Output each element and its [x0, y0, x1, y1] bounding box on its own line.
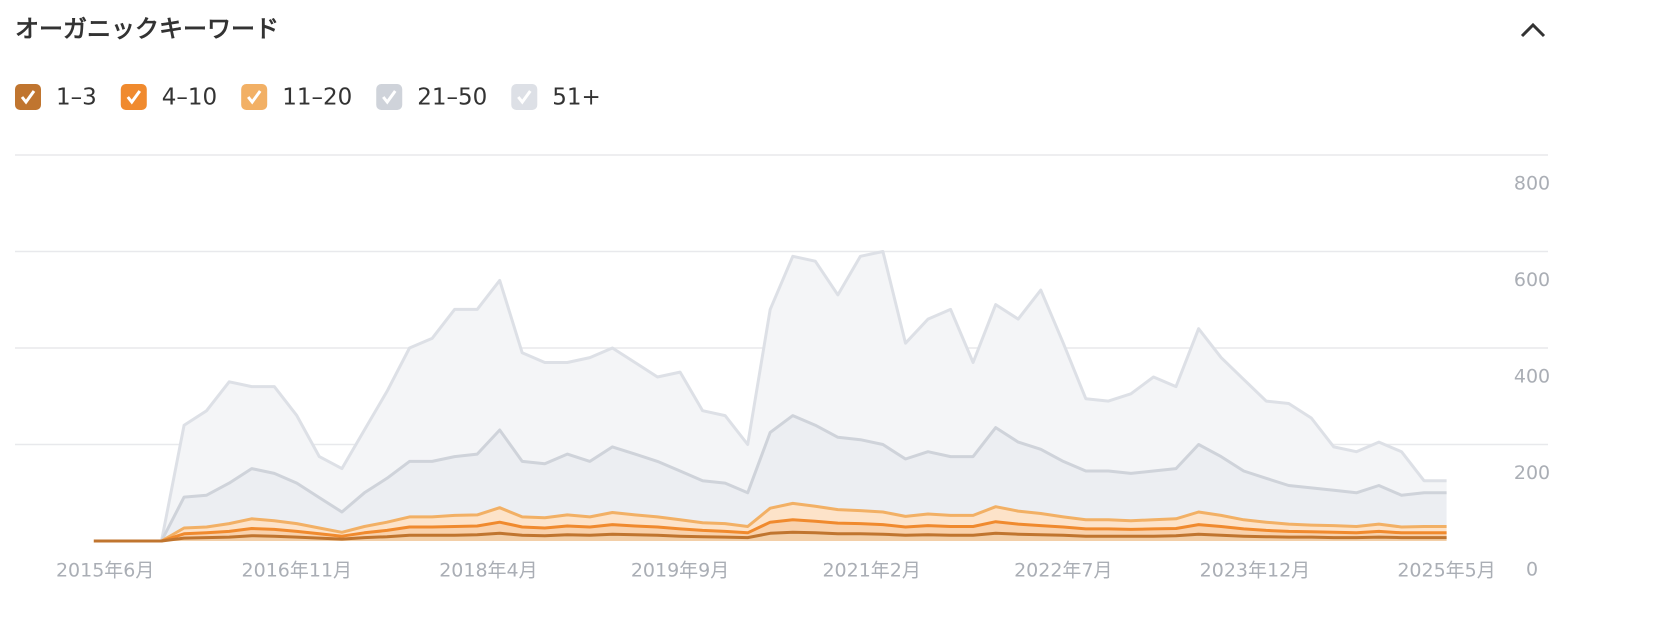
legend-check: [517, 90, 532, 105]
legend-label: 11–20: [282, 85, 352, 111]
y-tick-label: 400: [1514, 366, 1550, 388]
legend-item[interactable]: 51+: [511, 84, 601, 111]
area: [93, 415, 1447, 541]
legend: 1–3 4–10 11–20 21–50 51+: [15, 84, 601, 111]
area: [93, 532, 1447, 541]
plot: [93, 250, 1447, 543]
y-tick-label: 200: [1514, 462, 1550, 484]
collapse-button[interactable]: [1520, 22, 1546, 38]
y-tick-label: 600: [1514, 269, 1550, 291]
y-tick-label: 0: [1526, 559, 1538, 581]
y-tick-label: 800: [1514, 173, 1550, 195]
x-tick-label: 2019年9月: [631, 560, 729, 582]
x-tick-label: 2018年4月: [439, 560, 537, 582]
legend-label: 51+: [552, 85, 601, 111]
x-tick-label: 2023年12月: [1200, 560, 1311, 582]
legend-item[interactable]: 4–10: [120, 84, 217, 111]
series-line: [93, 501, 1447, 543]
legend-check: [126, 90, 141, 105]
legend-check: [247, 90, 262, 105]
x-tick-label: 2021年2月: [822, 560, 920, 582]
area: [93, 251, 1447, 541]
series-line: [93, 250, 1447, 543]
x-tick-label: 2025年5月: [1397, 560, 1495, 582]
series-line: [93, 530, 1447, 543]
legend-label: 21–50: [417, 85, 487, 111]
x-tick-label: 2015年6月: [56, 560, 154, 582]
legend-label: 1–3: [56, 85, 97, 111]
chart-title: オーガニックキーワード: [15, 15, 279, 43]
legend-check: [382, 90, 397, 105]
series-line: [93, 518, 1447, 543]
x-tick-label: 2016年11月: [242, 560, 353, 582]
legend-item[interactable]: 1–3: [15, 84, 97, 111]
series-line: [93, 414, 1447, 543]
x-tick-label: 2022年7月: [1014, 560, 1112, 582]
legend-item[interactable]: 21–50: [376, 84, 487, 111]
axes: 0 200 400 600 800 2015年6月 2016年11月 2018年4月 2019年…: [56, 173, 1550, 582]
area: [93, 503, 1447, 541]
legend-label: 4–10: [162, 85, 217, 111]
legend-item[interactable]: 11–20: [241, 84, 352, 111]
legend-check: [20, 90, 36, 105]
